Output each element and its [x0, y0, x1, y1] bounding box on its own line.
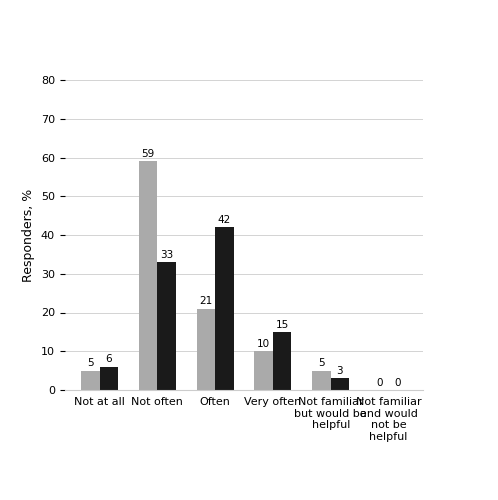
Bar — [197, 308, 215, 390]
Bar — [254, 351, 273, 390]
Text: 59: 59 — [141, 149, 155, 159]
Bar — [215, 227, 234, 390]
Bar — [273, 332, 291, 390]
Text: 6: 6 — [106, 354, 112, 364]
Text: 5: 5 — [87, 358, 94, 368]
Text: 42: 42 — [218, 215, 231, 225]
Bar — [100, 367, 118, 390]
Text: 33: 33 — [160, 250, 173, 260]
Text: 10: 10 — [257, 339, 270, 349]
Text: 15: 15 — [275, 320, 289, 330]
Text: 0: 0 — [394, 378, 401, 388]
Text: 0: 0 — [376, 378, 382, 388]
Bar — [81, 370, 100, 390]
Text: 3: 3 — [337, 366, 343, 376]
Bar — [157, 262, 176, 390]
Bar — [331, 378, 349, 390]
Text: 21: 21 — [199, 296, 213, 306]
Bar — [139, 162, 157, 390]
Bar — [312, 370, 331, 390]
Text: 5: 5 — [318, 358, 325, 368]
Y-axis label: Responders, %: Responders, % — [22, 188, 35, 282]
